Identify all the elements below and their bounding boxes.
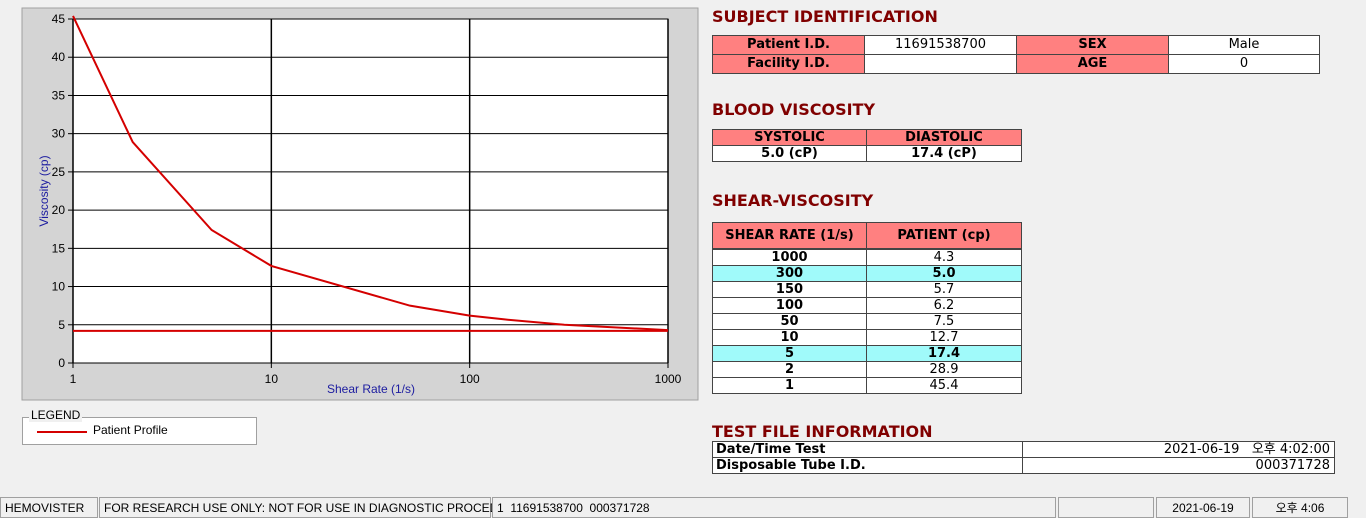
status-panel: 1 11691538700 000371728 <box>492 497 1056 518</box>
section-title: BLOOD VISCOSITY <box>712 100 876 119</box>
value-cell: 0 <box>1168 54 1320 74</box>
plot-area <box>73 19 668 363</box>
x-tick-label: 100 <box>460 372 480 386</box>
section-title: SUBJECT IDENTIFICATION <box>712 7 938 26</box>
status-panel: 오후 4:06 <box>1252 497 1348 518</box>
value-cell: 2021-06-19 오후 4:02:00 <box>1022 441 1335 458</box>
y-tick-label: 20 <box>52 203 66 217</box>
plot-frame <box>72 18 669 364</box>
status-panel: HEMOVISTER <box>0 497 98 518</box>
x-tick-label: 10 <box>265 372 279 386</box>
header-cell: SYSTOLIC <box>712 129 867 146</box>
value-cell: 5.0 (cP) <box>712 145 867 162</box>
y-tick-label: 25 <box>52 165 66 179</box>
status-panel: 2021-06-19 <box>1156 497 1250 518</box>
y-tick-label: 30 <box>52 127 66 141</box>
value-cell: Male <box>1168 35 1320 55</box>
value-cell: 5.0 <box>866 265 1022 282</box>
rate-cell: 100 <box>712 297 867 314</box>
rate-cell: 1000 <box>712 249 867 266</box>
x-tick-label: 1000 <box>655 372 682 386</box>
label-cell: SEX <box>1016 35 1169 55</box>
y-tick-label: 10 <box>52 280 66 294</box>
y-tick-label: 15 <box>52 241 66 255</box>
series-line <box>72 15 669 332</box>
legend-label: Patient Profile <box>93 423 168 437</box>
rate-cell: 300 <box>712 265 867 282</box>
value-cell <box>864 54 1017 74</box>
status-panel <box>1058 497 1154 518</box>
legend-title: LEGEND <box>29 408 83 422</box>
header-cell: SHEAR RATE (1/s) <box>712 222 867 249</box>
value-cell: 7.5 <box>866 313 1022 330</box>
label-cell: Patient I.D. <box>712 35 865 55</box>
rate-cell: 2 <box>712 361 867 378</box>
rate-cell: 5 <box>712 345 867 362</box>
label-cell: Facility I.D. <box>712 54 865 74</box>
chart: Shear Rate (1/s) Viscosity (cp) 0 5 10 15 20… <box>21 7 699 401</box>
rate-cell: 1 <box>712 377 867 394</box>
label-cell: AGE <box>1016 54 1169 74</box>
legend-swatch <box>37 431 87 433</box>
label-cell: Disposable Tube I.D. <box>712 457 1023 474</box>
rate-cell: 50 <box>712 313 867 330</box>
value-cell: 5.7 <box>866 281 1022 298</box>
y-tick-label: 40 <box>52 50 66 64</box>
value-cell: 17.4 (cP) <box>866 145 1022 162</box>
y-tick-label: 5 <box>58 318 65 332</box>
x-axis-label: Shear Rate (1/s) <box>327 382 415 396</box>
x-tick-label: 1 <box>70 372 77 386</box>
y-axis-label: Viscosity (cp) <box>37 155 51 226</box>
header-cell: PATIENT (cp) <box>866 222 1022 249</box>
value-cell: 6.2 <box>866 297 1022 314</box>
section-title: SHEAR-VISCOSITY <box>712 191 874 210</box>
value-cell: 17.4 <box>866 345 1022 362</box>
label-cell: Date/Time Test <box>712 441 1023 458</box>
rate-cell: 150 <box>712 281 867 298</box>
y-tick-label: 35 <box>52 88 66 102</box>
value-cell: 28.9 <box>866 361 1022 378</box>
header-cell: DIASTOLIC <box>866 129 1022 146</box>
y-tick-label: 0 <box>58 356 65 370</box>
value-cell: 4.3 <box>866 249 1022 266</box>
y-tick-label: 45 <box>52 12 66 26</box>
legend: LEGEND Patient Profile <box>22 408 257 445</box>
status-panel: FOR RESEARCH USE ONLY: NOT FOR USE IN DI… <box>99 497 532 518</box>
value-cell: 11691538700 <box>864 35 1017 55</box>
value-cell: 000371728 <box>1022 457 1335 474</box>
value-cell: 12.7 <box>866 329 1022 346</box>
section-title: TEST FILE INFORMATION <box>712 422 933 441</box>
rate-cell: 10 <box>712 329 867 346</box>
value-cell: 45.4 <box>866 377 1022 394</box>
